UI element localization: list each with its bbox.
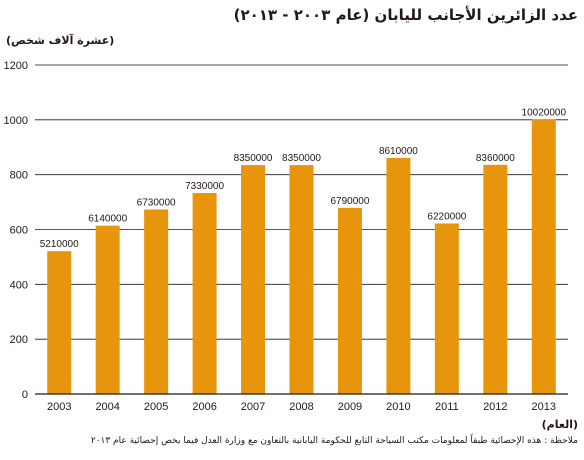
data-label: 8350000 <box>282 153 321 164</box>
x-tick-label: 2006 <box>192 401 216 413</box>
bar <box>337 207 362 394</box>
y-tick-label: 800 <box>10 170 28 182</box>
data-labels: 5210000 6140000 6730000 7330000 8350000 83500… <box>40 107 567 250</box>
bar <box>434 223 459 394</box>
x-axis-unit-label: (العام) <box>541 418 578 431</box>
bar <box>47 251 72 394</box>
bar <box>483 164 508 394</box>
y-tick-label: 200 <box>10 334 28 346</box>
data-label: 6140000 <box>88 214 127 225</box>
x-tick-label: 2011 <box>435 401 459 413</box>
data-label: 8610000 <box>379 146 418 157</box>
chart-title: عدد الزائرين الأجانب لليابان (عام ٢٠٠٣ -… <box>233 6 578 24</box>
bar <box>386 157 411 394</box>
bar <box>531 119 556 394</box>
data-label: 7330000 <box>185 181 224 192</box>
data-label: 10020000 <box>522 107 567 118</box>
x-tick-label: 2010 <box>386 401 410 413</box>
bar <box>241 165 266 394</box>
x-tick-label: 2012 <box>483 401 507 413</box>
x-tick-label: 2009 <box>338 401 362 413</box>
y-axis-unit-label: (عشرة آلاف شخص) <box>6 34 115 47</box>
data-label: 6220000 <box>427 211 466 222</box>
bar <box>144 209 169 394</box>
y-tick-label: 0 <box>22 389 28 401</box>
x-tick-label: 2005 <box>144 401 168 413</box>
axes: 0 200 400 600 800 1000 1200 2003 2004 2005 2006 200… <box>4 60 568 413</box>
x-tick-label: 2004 <box>95 401 119 413</box>
x-tick-label: 2003 <box>47 401 71 413</box>
bars <box>47 119 556 394</box>
y-tick-label: 1000 <box>4 115 28 127</box>
bar <box>289 165 314 394</box>
data-label: 6790000 <box>330 196 369 207</box>
x-tick-label: 2007 <box>241 401 265 413</box>
data-label: 6730000 <box>137 197 176 208</box>
bar <box>95 225 120 394</box>
source-note: ملاحظة : هذه الإحصائية طبقاً لمعلومات مك… <box>90 436 578 446</box>
x-tick-label: 2008 <box>289 401 313 413</box>
y-tick-label: 600 <box>10 225 28 237</box>
data-label: 8360000 <box>476 153 515 164</box>
y-tick-label: 1200 <box>4 60 28 72</box>
y-tick-label: 400 <box>10 279 28 291</box>
data-label: 5210000 <box>40 239 79 250</box>
bar <box>192 193 217 394</box>
x-tick-label: 2013 <box>532 401 556 413</box>
data-label: 8350000 <box>234 153 273 164</box>
